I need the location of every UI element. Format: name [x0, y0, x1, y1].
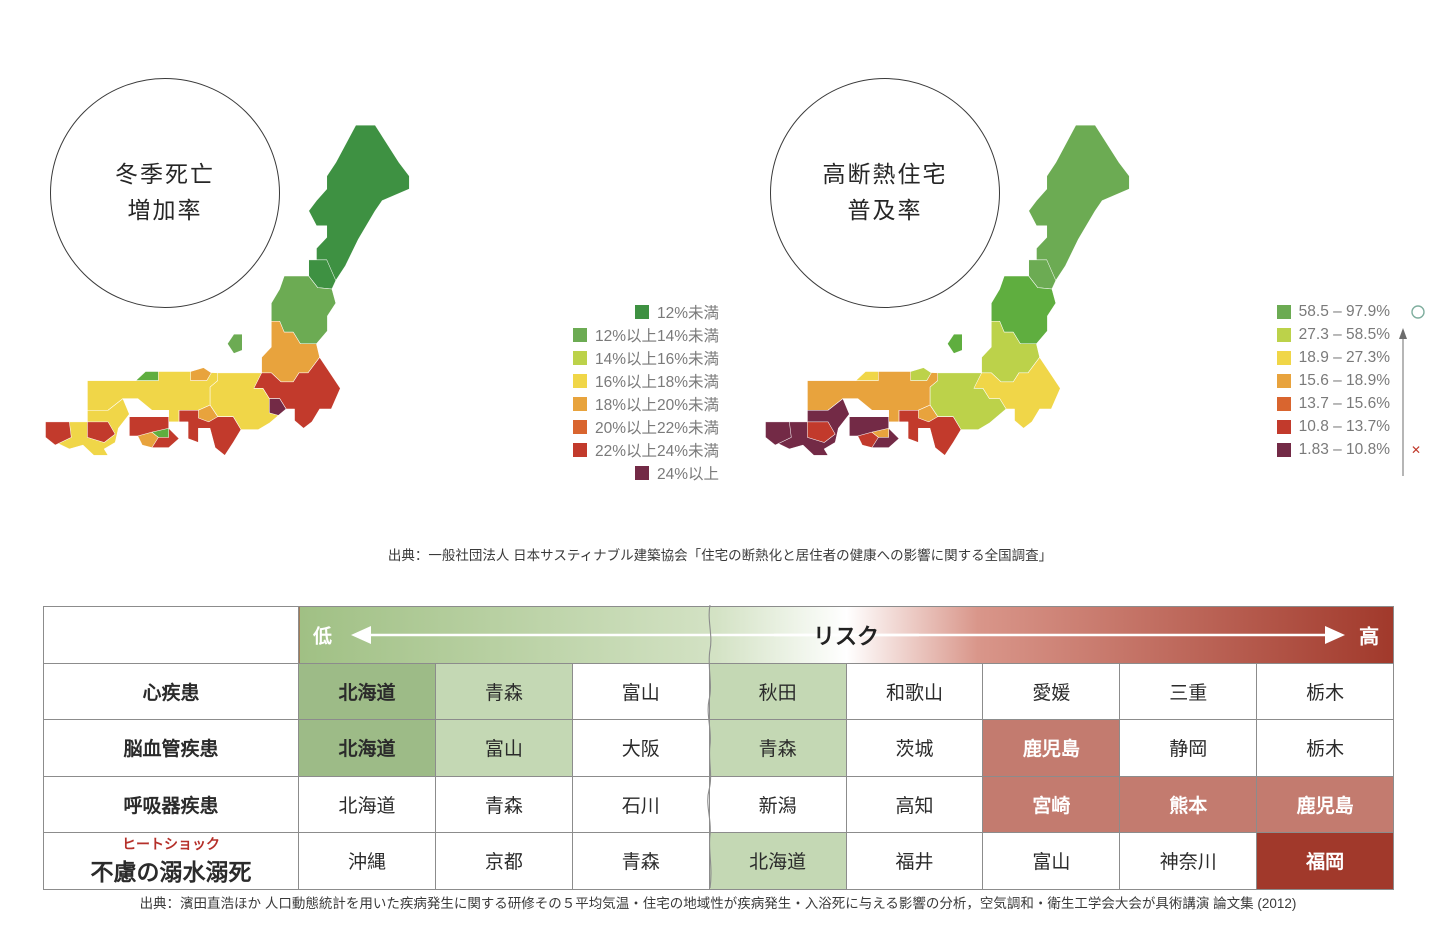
svg-text:✕: ✕ [1411, 443, 1421, 457]
